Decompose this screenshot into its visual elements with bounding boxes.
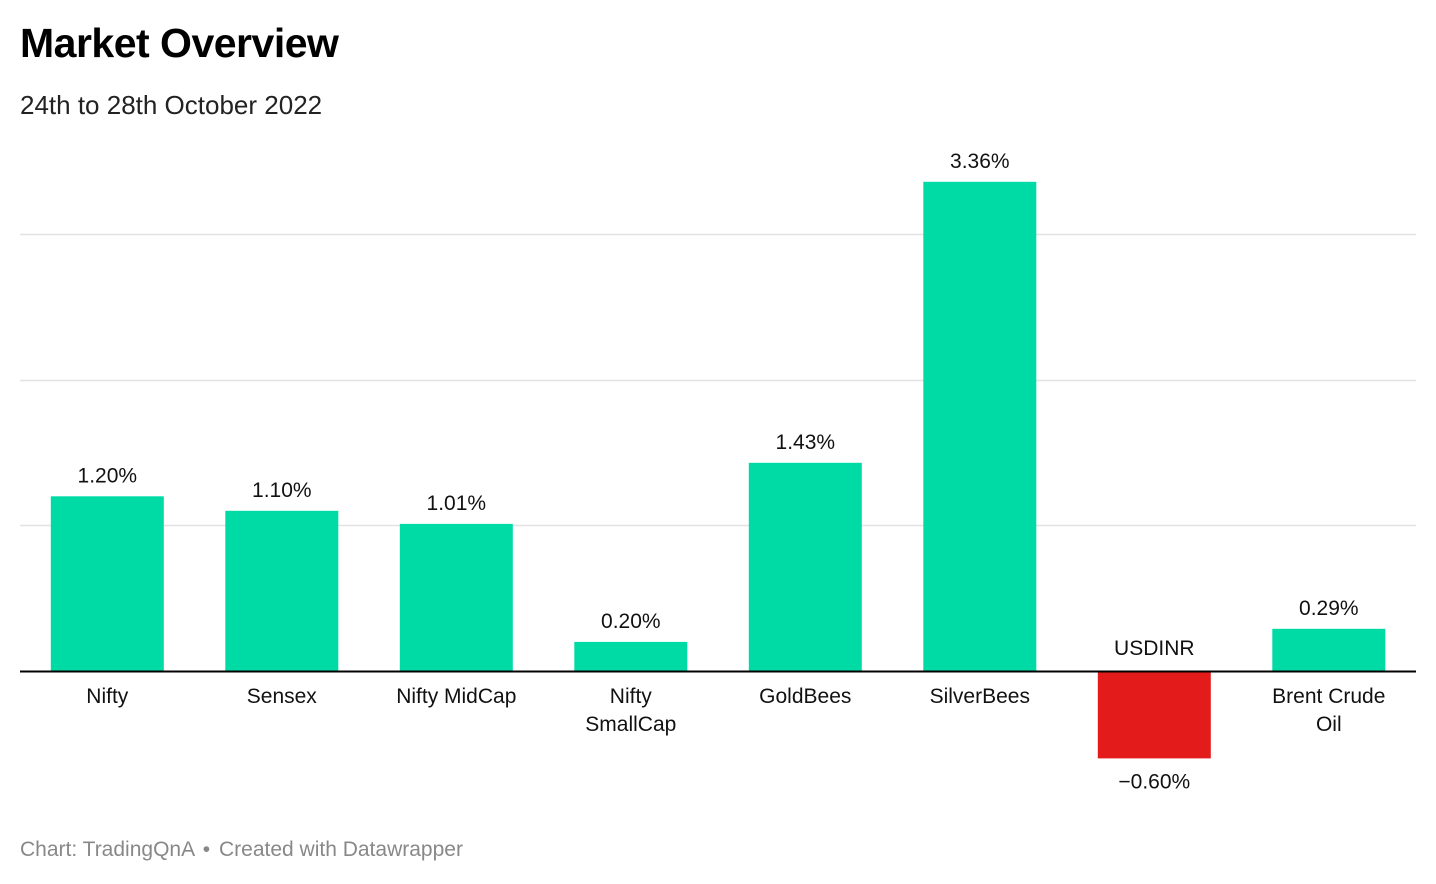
- data-label: 1.10%: [252, 479, 312, 502]
- labels: 1.20% Nifty 1.10% Sensex 1.01% Nifty MidCap 0.…: [78, 150, 1386, 794]
- category-label: Sensex: [247, 685, 318, 708]
- bar: [50, 496, 164, 671]
- data-label: 0.29%: [1299, 597, 1359, 620]
- data-label: 0.20%: [601, 610, 661, 633]
- data-label: 1.20%: [78, 464, 138, 487]
- bar: [923, 181, 1037, 672]
- category-label: Nifty: [86, 685, 129, 708]
- bar: [1097, 671, 1211, 759]
- chart-title: Market Overview: [20, 20, 339, 66]
- chart-subtitle: 24th to 28th October 2022: [20, 90, 323, 120]
- data-label: 3.36%: [950, 150, 1010, 173]
- category-label: Nifty MidCap: [396, 685, 516, 708]
- category-label: USDINR: [1114, 637, 1195, 660]
- chart-footer: Chart: TradingQnA • Created with Datawra…: [20, 838, 463, 862]
- bars: [50, 181, 1386, 759]
- bar: [748, 462, 862, 671]
- bar: [225, 510, 339, 671]
- category-label: SilverBees: [930, 685, 1030, 708]
- category-label: SmallCap: [585, 713, 676, 736]
- gridlines: [20, 233, 1416, 527]
- bar: [399, 523, 513, 671]
- data-label: 1.01%: [427, 492, 487, 515]
- footer-separator: •: [202, 838, 211, 861]
- bar: [574, 641, 688, 671]
- category-label: GoldBees: [759, 685, 851, 708]
- footer-source: Chart: TradingQnA: [20, 838, 194, 861]
- footer-credit: Created with Datawrapper: [218, 838, 463, 861]
- category-label: Brent Crude: [1272, 685, 1385, 708]
- bar: [1272, 628, 1386, 671]
- category-label: Nifty: [610, 685, 653, 708]
- category-label: Oil: [1316, 713, 1342, 736]
- data-label: 1.43%: [776, 431, 836, 454]
- data-label: −0.60%: [1118, 770, 1190, 793]
